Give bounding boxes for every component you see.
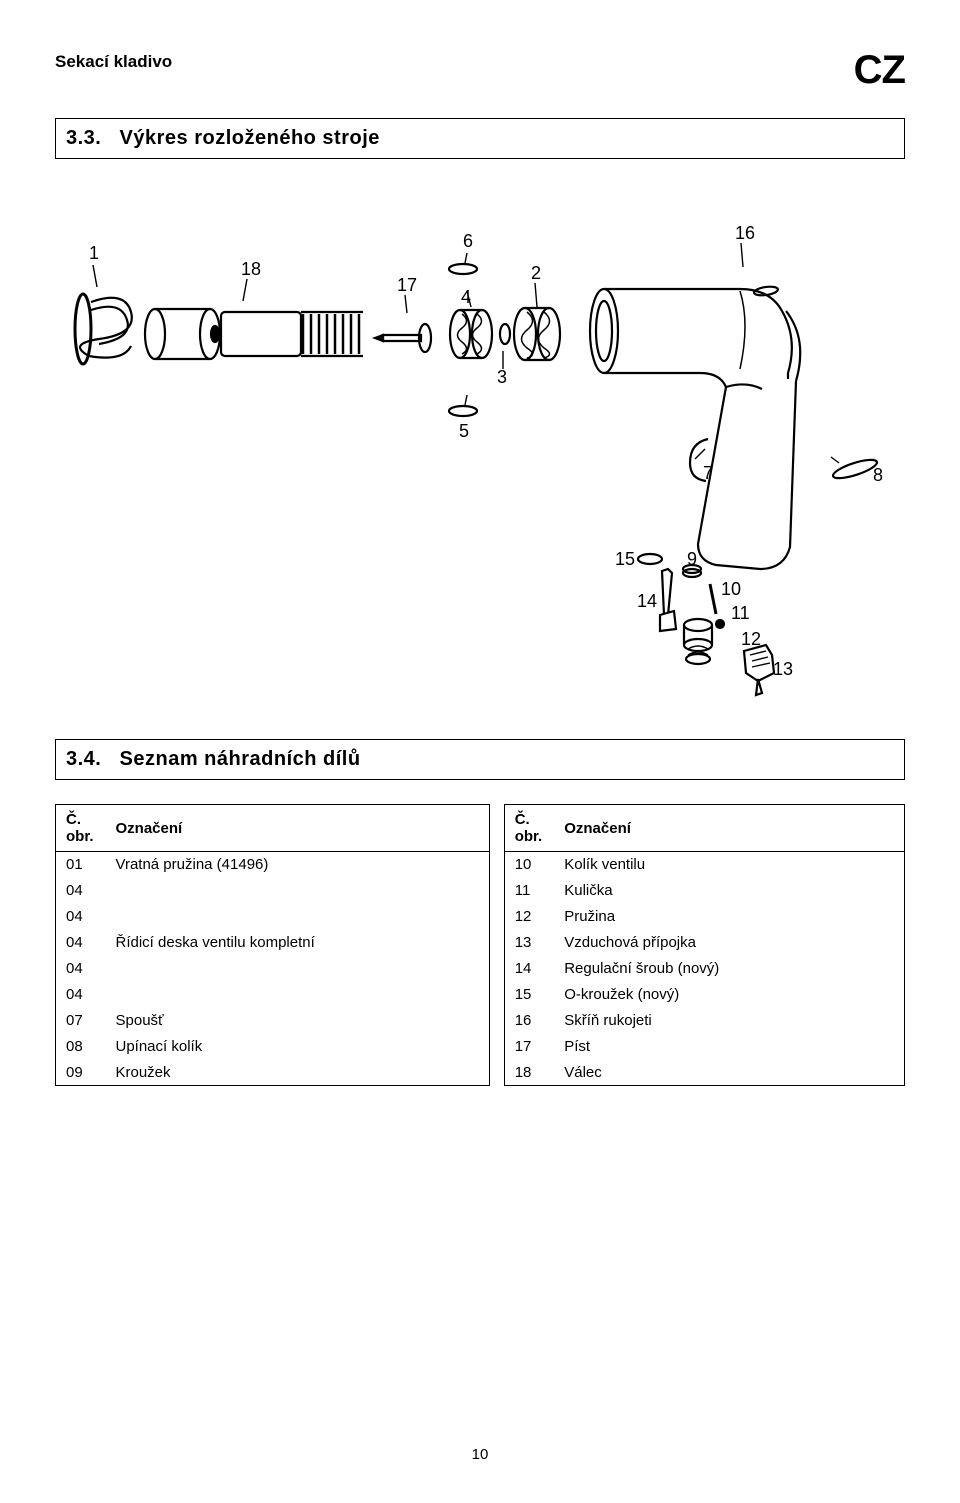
table-row: 14Regulační šroub (nový) [504,956,904,982]
section-heading-parts-list: 3.4. Seznam náhradních dílů [55,739,905,780]
table-row: 04 [56,878,490,904]
part-desc-cell: Spoušť [106,1008,490,1034]
section-label: Výkres rozloženého stroje [120,127,380,149]
part-number-cell: 18 [504,1060,554,1086]
part-number-cell: 14 [504,956,554,982]
callout-18: 18 [241,259,261,279]
exploded-view-diagram: 1 18 17 6 4 3 2 5 16 7 8 15 9 14 10 11 1… [55,179,905,699]
part-number-cell: 12 [504,904,554,930]
part-number-cell: 07 [56,1008,106,1034]
table-row: 10Kolík ventilu [504,852,904,878]
table-row: 04 [56,956,490,982]
table-row: 12Pružina [504,904,904,930]
part-number-cell: 08 [56,1034,106,1060]
part-number-cell: 17 [504,1034,554,1060]
part-desc-cell: Regulační šroub (nový) [554,956,904,982]
callout-15: 15 [615,549,635,569]
table-row: 16Skříň rukojeti [504,1008,904,1034]
col-header-number: Č. obr. [504,805,554,852]
table-row: 15O-kroužek (nový) [504,982,904,1008]
table-row: 01Vratná pružina (41496) [56,852,490,878]
callout-13: 13 [773,659,793,679]
table-row: 13Vzduchová přípojka [504,930,904,956]
table-row: 17Píst [504,1034,904,1060]
callout-7: 7 [703,463,713,483]
section-heading-drawing: 3.3. Výkres rozloženého stroje [55,118,905,159]
parts-table-left: Č. obr. Označení 01Vratná pružina (41496… [55,804,490,1086]
part-desc-cell: Vzduchová přípojka [554,930,904,956]
section-label: Seznam náhradních dílů [120,748,361,770]
part-desc-cell: Skříň rukojeti [554,1008,904,1034]
part-desc-cell: Kolík ventilu [554,852,904,878]
table-row: 04 [56,982,490,1008]
col-header-desc: Označení [106,805,490,852]
part-number-cell: 01 [56,852,106,878]
table-row: 11Kulička [504,878,904,904]
part-number-cell: 11 [504,878,554,904]
callout-8: 8 [873,465,883,485]
part-number-cell: 10 [504,852,554,878]
page-title: Sekací kladivo [55,50,172,72]
page-header: Sekací kladivo CZ [55,50,905,90]
part-number-cell: 04 [56,904,106,930]
part-desc-cell: Upínací kolík [106,1034,490,1060]
part-desc-cell: Vratná pružina (41496) [106,852,490,878]
part-number-cell: 04 [56,878,106,904]
table-row: 09Kroužek [56,1060,490,1086]
table-row: 04 [56,904,490,930]
part-number-cell: 04 [56,956,106,982]
col-header-desc: Označení [554,805,904,852]
section-number: 3.3. [66,127,101,149]
part-desc-cell: O-kroužek (nový) [554,982,904,1008]
table-row: 07Spoušť [56,1008,490,1034]
table-row: 04Řídicí deska ventilu kompletní [56,930,490,956]
language-code: CZ [854,50,905,90]
part-desc-cell [106,982,490,1008]
part-number-cell: 04 [56,930,106,956]
part-number-cell: 16 [504,1008,554,1034]
callout-1: 1 [89,243,99,263]
callout-10: 10 [721,579,741,599]
part-desc-cell [106,878,490,904]
section-number: 3.4. [66,748,101,770]
part-number-cell: 09 [56,1060,106,1086]
part-number-cell: 04 [56,982,106,1008]
part-desc-cell: Řídicí deska ventilu kompletní [106,930,490,956]
part-desc-cell [106,904,490,930]
part-desc-cell: Kulička [554,878,904,904]
table-row: 18Válec [504,1060,904,1086]
callout-5: 5 [459,421,469,441]
part-desc-cell [106,956,490,982]
callout-14: 14 [637,591,657,611]
part-desc-cell: Válec [554,1060,904,1086]
part-number-cell: 13 [504,930,554,956]
part-desc-cell: Kroužek [106,1060,490,1086]
callout-6: 6 [463,231,473,251]
part-number-cell: 15 [504,982,554,1008]
callout-16: 16 [735,223,755,243]
callout-9: 9 [687,549,697,569]
callout-17: 17 [397,275,417,295]
callout-2: 2 [531,263,541,283]
parts-tables: Č. obr. Označení 01Vratná pružina (41496… [55,804,905,1086]
callout-4: 4 [461,287,471,307]
parts-table-right: Č. obr. Označení 10Kolík ventilu11Kuličk… [504,804,905,1086]
callout-11: 11 [731,603,750,623]
part-desc-cell: Pružina [554,904,904,930]
table-row: 08Upínací kolík [56,1034,490,1060]
callout-12: 12 [741,629,761,649]
page-number: 10 [55,1446,905,1463]
col-header-number: Č. obr. [56,805,106,852]
part-desc-cell: Píst [554,1034,904,1060]
callout-3: 3 [497,367,507,387]
